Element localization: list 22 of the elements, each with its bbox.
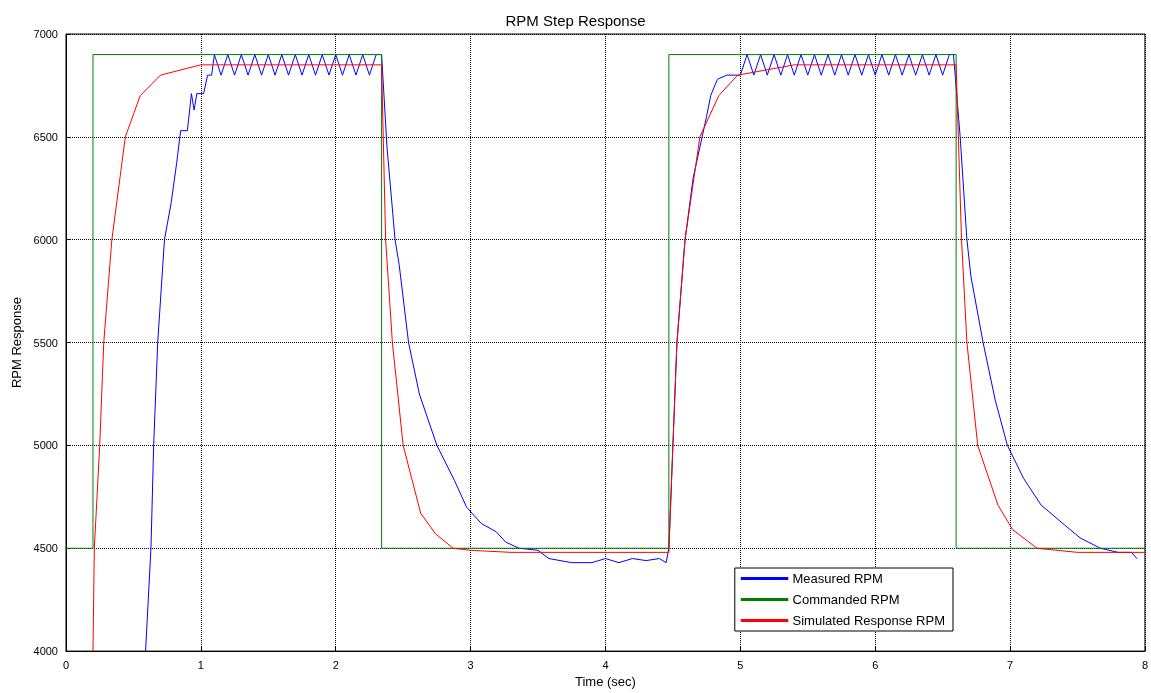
y-tick-label: 5000 <box>33 439 58 452</box>
legend-label: Measured RPM <box>792 571 883 586</box>
x-tick-label: 3 <box>467 658 474 671</box>
y-tick-label: 4500 <box>33 542 58 555</box>
legend-label: Simulated Response RPM <box>792 613 946 628</box>
x-tick-label: 6 <box>872 658 879 671</box>
y-tick-label: 5500 <box>33 336 58 349</box>
y-tick-label: 7000 <box>33 28 58 40</box>
y-tick-label: 4000 <box>33 645 58 658</box>
legend-label: Commanded RPM <box>792 592 900 607</box>
y-tick-label: 6500 <box>33 130 58 143</box>
x-tick-label: 4 <box>602 658 609 671</box>
y-tick-label: 6000 <box>33 233 58 246</box>
x-tick-label: 1 <box>197 658 204 671</box>
x-tick-label: 2 <box>332 658 339 671</box>
x-tick-label: 8 <box>1141 658 1148 671</box>
x-tick-label: 0 <box>62 658 70 671</box>
y-axis-title: RPM Response <box>8 297 24 389</box>
chart-title: RPM Step Response <box>505 12 646 29</box>
x-axis-title: Time (sec) <box>575 674 636 689</box>
x-tick-label: 7 <box>1007 658 1014 671</box>
x-tick-label: 5 <box>737 658 744 671</box>
